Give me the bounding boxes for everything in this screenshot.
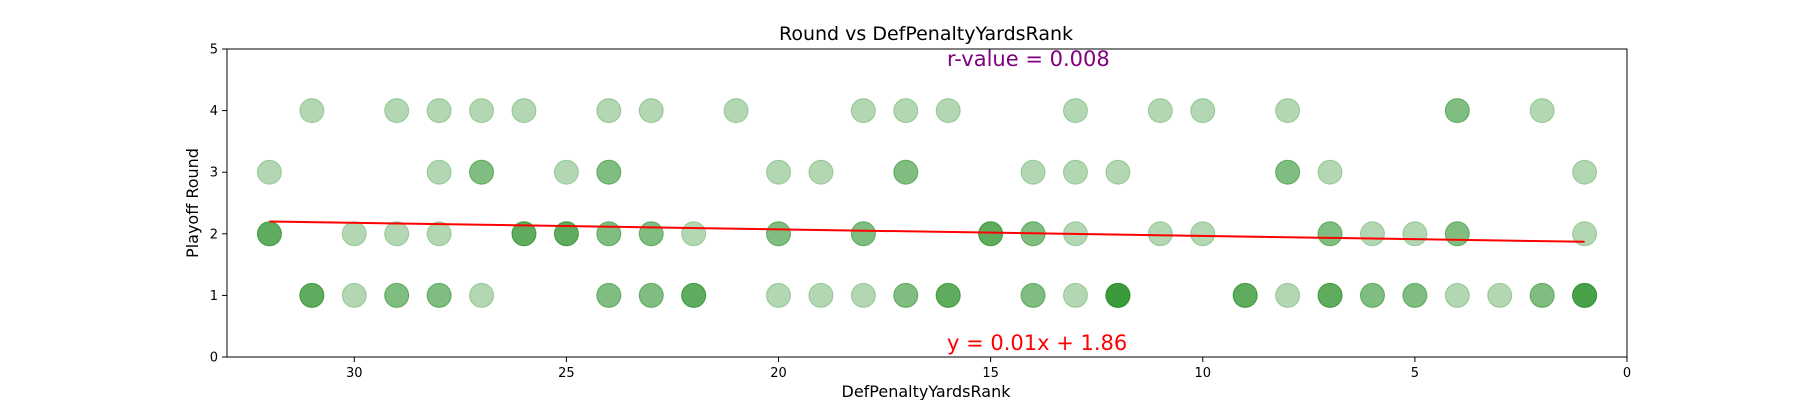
equation-annotation: y = 0.01x + 1.86 [947,331,1127,355]
data-point [682,222,706,246]
data-point [1106,160,1130,184]
data-point [597,99,621,123]
x-tick-label: 20 [770,366,787,381]
data-point [300,283,324,307]
data-point [1021,283,1045,307]
data-point [1318,160,1342,184]
data-point [1488,283,1512,307]
data-point [597,283,621,307]
data-point [427,283,451,307]
data-point [1148,222,1172,246]
data-point [1445,99,1469,123]
data-point [1445,222,1469,246]
y-tick-label: 4 [210,104,218,119]
data-point [1063,283,1087,307]
data-point [1191,222,1215,246]
data-point [851,283,875,307]
y-tick-label: 3 [210,166,218,181]
data-point [427,160,451,184]
data-point [257,160,281,184]
x-tick-label: 0 [1623,366,1631,381]
data-point [1276,99,1300,123]
data-point [894,99,918,123]
chart-title: Round vs DefPenaltyYardsRank [779,23,1073,45]
data-point [427,99,451,123]
y-axis: 0 1 2 3 4 5 [210,43,227,366]
data-point [512,99,536,123]
data-point [639,283,663,307]
data-point [1573,160,1597,184]
data-point [1318,222,1342,246]
x-tick-label: 15 [982,366,999,381]
data-point [554,160,578,184]
data-point [894,160,918,184]
data-point [1530,99,1554,123]
data-point [639,222,663,246]
regression-layer [269,221,1584,241]
data-point [979,222,1003,246]
data-point [851,222,875,246]
y-tick-label: 2 [210,227,218,242]
data-point [1276,160,1300,184]
data-point [1021,160,1045,184]
data-point [1403,283,1427,307]
data-point [385,99,409,123]
data-point [342,283,366,307]
data-point [385,222,409,246]
data-point [597,222,621,246]
data-point [1106,283,1130,307]
data-point [767,160,791,184]
data-point [767,283,791,307]
x-axis: 30 25 20 15 10 5 0 [346,357,1631,381]
data-point [470,99,494,123]
data-point [894,283,918,307]
data-point [427,222,451,246]
data-point [851,99,875,123]
data-point [257,222,281,246]
y-tick-label: 1 [210,289,218,304]
data-point [1191,99,1215,123]
x-tick-label: 30 [346,366,363,381]
regression-line [269,221,1584,241]
x-tick-label: 5 [1411,366,1419,381]
data-point [1360,222,1384,246]
x-axis-label: DefPenaltyYardsRank [842,382,1012,400]
data-point [767,222,791,246]
data-point [470,283,494,307]
y-tick-label: 5 [210,43,218,58]
data-point [1276,283,1300,307]
data-point [682,283,706,307]
points-layer [257,99,1596,308]
x-tick-label: 10 [1194,366,1211,381]
data-point [809,283,833,307]
y-axis-label: Playoff Round [183,148,202,258]
y-tick-label: 0 [210,351,218,366]
data-point [1063,160,1087,184]
plot-frame [227,49,1627,357]
data-point [385,283,409,307]
data-point [1530,283,1554,307]
data-point [809,160,833,184]
data-point [1403,222,1427,246]
data-point [1360,283,1384,307]
data-point [300,99,324,123]
data-point [1148,99,1172,123]
data-point [639,99,663,123]
data-point [1318,283,1342,307]
data-point [1063,99,1087,123]
data-point [342,222,366,246]
data-point [936,283,960,307]
x-tick-label: 25 [558,366,575,381]
data-point [470,160,494,184]
data-point [1445,283,1469,307]
data-point [1233,283,1257,307]
data-point [936,99,960,123]
data-point [724,99,748,123]
data-point [597,160,621,184]
data-point [1573,283,1597,307]
r-value-annotation: r-value = 0.008 [947,47,1110,71]
